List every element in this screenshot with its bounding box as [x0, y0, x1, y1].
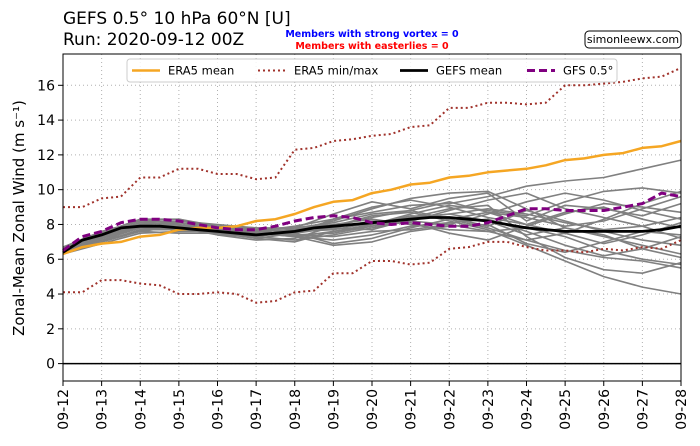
x-tick-label: 09-23: [481, 389, 497, 430]
y-tick-label: 4: [46, 287, 55, 303]
y-tick-label: 16: [37, 78, 55, 94]
ensemble-member-line: [62, 223, 682, 254]
y-axis: 0 2 4 6 8 10 12 14 16: [37, 78, 63, 373]
legend-label-gefs-mean: GEFS mean: [436, 64, 502, 78]
x-tick-label: 09-17: [249, 389, 265, 430]
y-tick-label: 2: [46, 322, 55, 338]
x-tick-label: 09-15: [172, 389, 188, 430]
y-tick-label: 10: [37, 183, 55, 199]
x-tick-label: 09-27: [635, 389, 651, 430]
series-lines: [62, 66, 682, 304]
x-tick-label: 09-14: [133, 389, 149, 430]
legend: ERA5 mean ERA5 min/max GEFS mean GFS 0.5°: [126, 58, 618, 83]
legend-box: [126, 58, 618, 83]
y-tick-label: 12: [37, 148, 55, 164]
legend-label-era5-mean: ERA5 mean: [168, 64, 234, 78]
x-tick-label: 09-18: [288, 389, 304, 430]
x-tick-label: 09-13: [95, 389, 111, 430]
x-tick-label: 09-20: [365, 389, 381, 430]
strong-vortex-note: Members with strong vortex = 0: [285, 29, 459, 40]
run-label: Run: 2020-09-12 00Z: [63, 30, 244, 50]
x-tick-label: 09-16: [211, 389, 227, 430]
x-tick-label: 09-26: [597, 389, 613, 430]
series-era5-mean-line: [62, 139, 682, 256]
y-tick-label: 8: [46, 217, 55, 233]
series-gfs-0-5-line: [62, 191, 682, 252]
series-era5-min-max-line: [63, 239, 682, 304]
y-tick-label: 6: [46, 252, 55, 268]
credit-box: simonleewx.com: [584, 30, 682, 49]
x-tick-label: 09-22: [442, 389, 458, 430]
plot-area: 09-12 09-13 09-14 09-15 09-16 09-17 09-18 09-19…: [37, 53, 690, 430]
x-axis: 09-12 09-13 09-14 09-15 09-16 09-17 09-18 09-19…: [56, 381, 690, 430]
legend-label-era5-min-max: ERA5 min/max: [294, 64, 378, 78]
ensemble-member-line: [62, 211, 682, 295]
chart-title: GEFS 0.5° 10 hPa 60°N [U]: [63, 9, 291, 29]
x-tick-label: 09-25: [558, 389, 574, 430]
ensemble-member-line: [62, 220, 682, 266]
y-tick-label: 14: [37, 113, 55, 129]
easterlies-note: Members with easterlies = 0: [295, 41, 449, 52]
x-tick-label: 09-28: [674, 389, 690, 430]
y-axis-label: Zonal-Mean Zonal Wind (m s⁻¹): [10, 100, 28, 336]
x-tick-label: 09-12: [56, 389, 72, 430]
credit-text: simonleewx.com: [587, 33, 679, 46]
x-tick-label: 09-21: [404, 389, 420, 430]
x-tick-label: 09-24: [520, 389, 536, 430]
x-tick-label: 09-19: [326, 389, 342, 430]
y-tick-label: 0: [46, 357, 55, 373]
legend-label-gfs-0-5: GFS 0.5°: [563, 64, 613, 78]
